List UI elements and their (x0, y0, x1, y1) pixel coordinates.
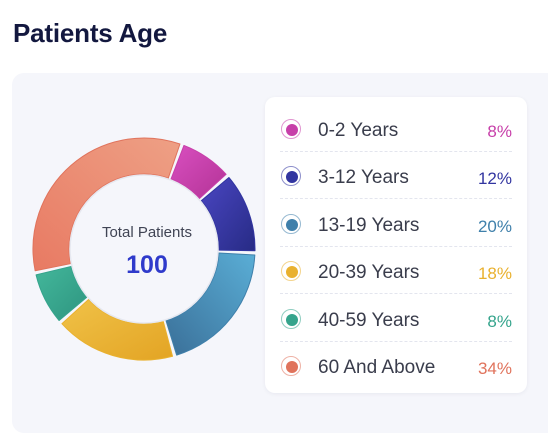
legend-label: 20-39 Years (318, 262, 420, 283)
legend-value: 8% (487, 122, 512, 141)
legend-dot-icon (281, 119, 301, 139)
legend-item-0-2-years: 0-2 Years 8% (280, 104, 512, 152)
legend: 0-2 Years 8% 3-12 Years 12% 13-19 Years … (265, 97, 527, 393)
legend-dot-icon (281, 261, 301, 281)
donut-segment-40-59-years[interactable] (35, 266, 88, 321)
legend-value: 34% (477, 359, 512, 378)
legend-item-40-59-years: 40-59 Years 8% (280, 294, 512, 342)
donut-segment-0-2-years[interactable] (170, 144, 227, 200)
donut-segment-60-and-above[interactable] (32, 137, 181, 272)
legend-dot-icon (281, 356, 301, 376)
legend-dot-icon (281, 214, 301, 234)
legend-label: 60 And Above (318, 357, 436, 378)
donut-chart: Total Patients 100 (27, 135, 267, 365)
legend-value: 12% (477, 169, 512, 188)
donut-svg (32, 137, 256, 361)
donut-center (69, 174, 219, 324)
legend-item-13-19-years: 13-19 Years 20% (280, 199, 512, 247)
legend-dot-icon (281, 309, 301, 329)
legend-label: 3-12 Years (318, 167, 409, 188)
total-patients-label: Total Patients (101, 224, 193, 241)
legend-item-60-and-above: 60 And Above 34% (280, 341, 512, 388)
legend-label: 13-19 Years (318, 215, 420, 236)
legend-value: 8% (487, 312, 512, 331)
donut-segment-3-12-years[interactable] (200, 177, 256, 252)
legend-value: 20% (477, 217, 512, 236)
legend-label: 40-59 Years (318, 310, 420, 331)
legend-label: 0-2 Years (318, 120, 399, 141)
legend-item-20-39-years: 20-39 Years 18% (280, 246, 512, 294)
page-title: Patients Age (13, 18, 168, 48)
legend-value: 18% (477, 264, 512, 283)
donut-segment-20-39-years[interactable] (61, 298, 174, 361)
legend-dot-icon (281, 166, 301, 186)
legend-item-3-12-years: 3-12 Years 12% (280, 151, 512, 199)
donut-segment-13-19-years[interactable] (165, 252, 256, 356)
total-patients-value: 100 (126, 251, 168, 279)
